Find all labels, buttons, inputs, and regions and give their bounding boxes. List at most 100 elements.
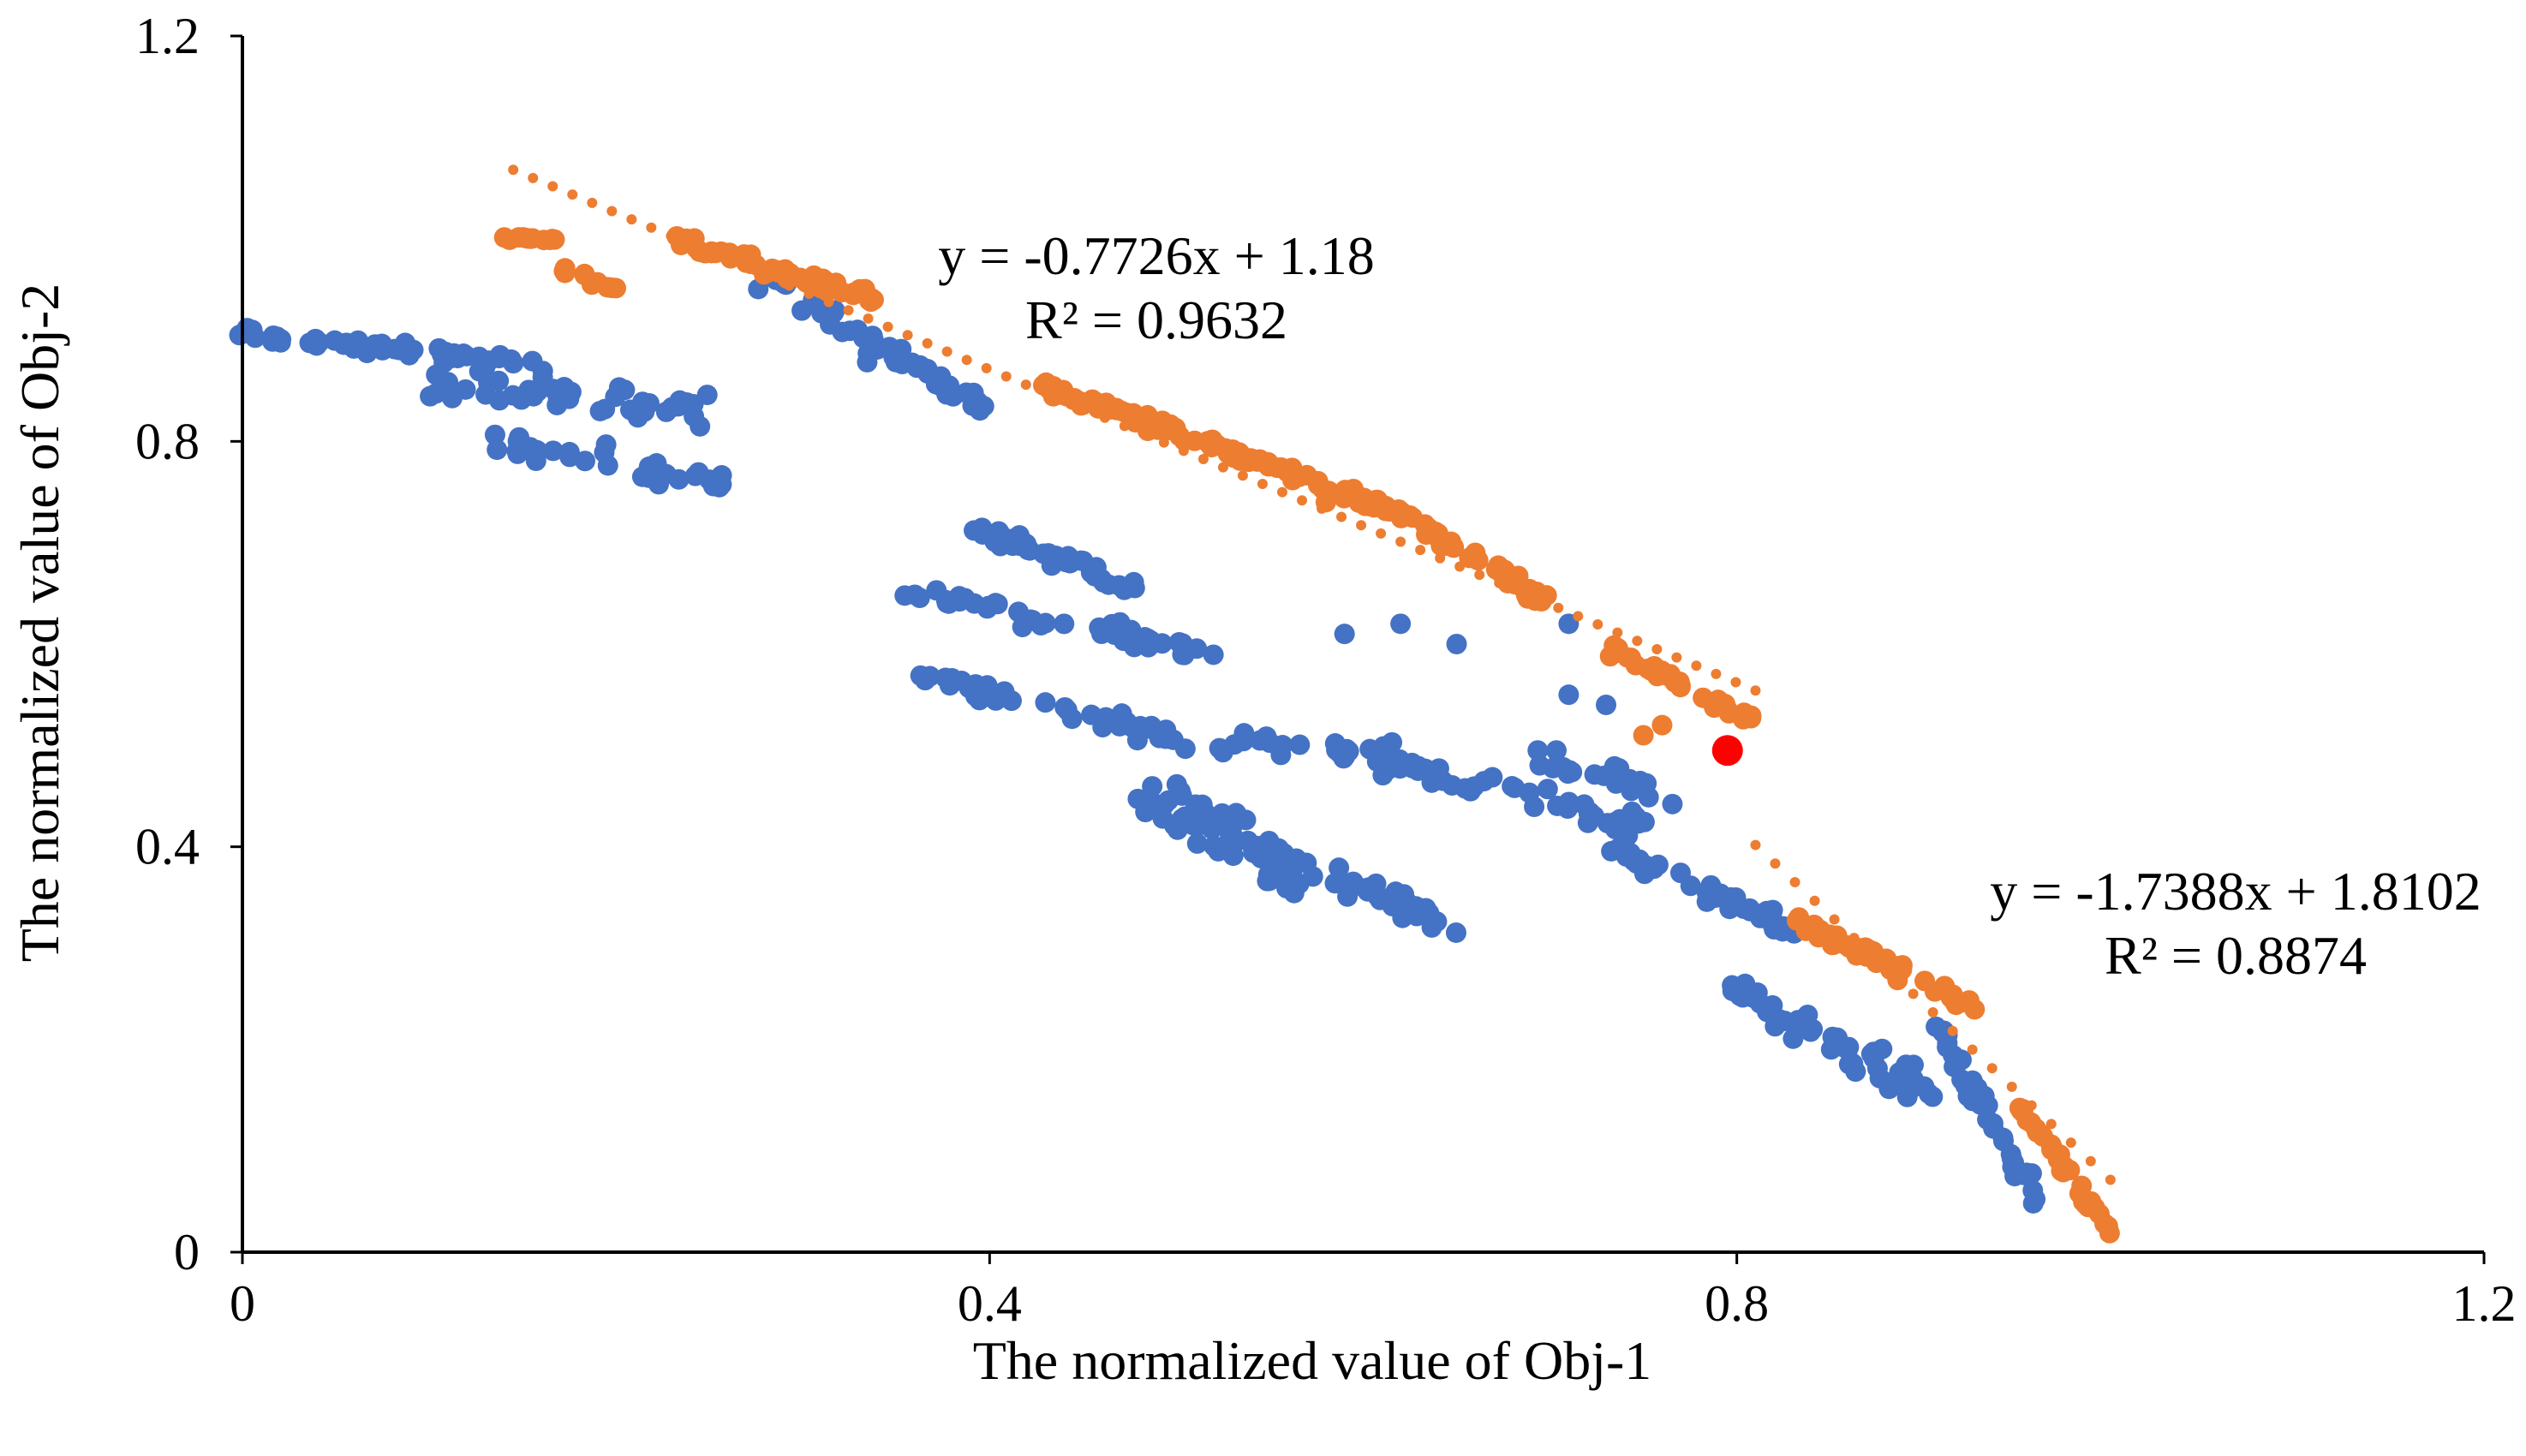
trendline-1-dot — [1533, 594, 1544, 606]
blue-point — [1392, 907, 1413, 928]
trendline-2-dot — [2026, 1100, 2037, 1111]
blue-point — [917, 363, 939, 385]
blue-point — [1545, 740, 1567, 761]
trendline-1-dot — [1632, 636, 1643, 647]
blue-point — [1863, 1041, 1884, 1063]
orange-point — [2025, 1118, 2046, 1139]
trendline-2-r2: R² = 0.8874 — [2105, 925, 2367, 986]
blue-point — [1574, 794, 1595, 815]
blue-point — [426, 383, 447, 404]
blue-point — [631, 466, 653, 487]
trendline-1-dot — [1573, 611, 1584, 622]
blue-point — [1391, 755, 1412, 777]
blue-point — [1194, 809, 1215, 830]
blue-point — [1174, 738, 1196, 760]
blue-point — [1216, 818, 1238, 839]
orange-point — [860, 291, 881, 313]
blue-point — [1329, 857, 1350, 879]
trendline-1-dot — [1553, 602, 1564, 613]
blue-point — [1055, 552, 1077, 573]
orange-point — [554, 258, 576, 279]
blue-point — [949, 591, 970, 612]
blue-point — [862, 325, 883, 347]
x-tick-label: 0 — [230, 1275, 255, 1332]
trendline-1-dot — [646, 222, 657, 233]
trendline-1-dot — [1317, 503, 1328, 514]
blue-point — [1992, 1127, 2014, 1149]
blue-point — [1174, 806, 1196, 827]
blue-point — [964, 520, 985, 541]
trendline-1-r2: R² = 0.9632 — [1025, 289, 1287, 350]
y-axis-label: The normalized value of Obj-2 — [9, 283, 70, 963]
y-tick-label: 1.2 — [135, 8, 200, 64]
blue-point — [395, 332, 416, 354]
trendline-1-dot — [941, 346, 952, 357]
trendline-1-dot — [863, 313, 874, 324]
blue-point — [1529, 755, 1550, 776]
orange-point — [1465, 542, 1486, 564]
blue-point — [1719, 898, 1741, 920]
trendlines — [508, 164, 2116, 1185]
blue-point — [1123, 571, 1144, 593]
orange-point — [2071, 1175, 2093, 1196]
orange-point — [1153, 412, 1174, 433]
blue-point — [1109, 612, 1131, 633]
trendline-2-dot — [2045, 1119, 2057, 1130]
blue-point — [1945, 1055, 1967, 1077]
blue-point — [1982, 1113, 2003, 1134]
blue-point — [1460, 780, 1481, 802]
trendline-1-dot — [1474, 570, 1485, 581]
blue-point — [1680, 875, 1701, 897]
blue-point — [543, 379, 564, 400]
trendline-1-dot — [1237, 470, 1248, 481]
trendline-2-dot — [1750, 839, 1761, 850]
blue-point — [2001, 1148, 2022, 1169]
trendline-1-dot — [882, 321, 893, 332]
orange-point — [710, 241, 732, 262]
orange-point — [2081, 1190, 2102, 1212]
orange-point — [1944, 988, 1965, 1010]
blue-point — [443, 343, 464, 364]
blue-point — [1629, 770, 1651, 791]
blue-point — [507, 443, 528, 464]
trendline-2-dot — [1986, 1063, 1998, 1074]
trendline-2-dot — [2065, 1137, 2076, 1149]
trendline-1-dot — [666, 230, 677, 242]
trendline-1-dot — [626, 214, 637, 225]
blue-point — [509, 427, 530, 448]
tick-labels: 0 0.4 0.8 1.2 0 0.4 0.8 1.2 — [135, 8, 2517, 1332]
trendline-1-dot — [1494, 577, 1505, 588]
blue-point — [984, 531, 1006, 552]
blue-point — [1445, 922, 1466, 943]
blue-point — [1093, 571, 1114, 593]
trendline-1-dot — [1730, 677, 1741, 688]
trendline-1-dot — [1197, 453, 1209, 464]
orange-point — [517, 228, 539, 249]
blue-point — [1038, 543, 1060, 564]
blue-point — [1869, 1067, 1890, 1089]
blue-point — [1056, 699, 1078, 720]
blue-point — [484, 424, 505, 445]
trendline-1-dot — [705, 247, 716, 258]
trendline-2-dot — [2085, 1155, 2096, 1167]
trendline-1-dot — [1336, 511, 1347, 522]
trendline-1-dot — [1592, 619, 1603, 630]
trendline-1-dot — [508, 164, 519, 176]
orange-point — [1206, 434, 1227, 456]
blue-point — [1415, 758, 1436, 779]
blue-point — [963, 382, 984, 403]
orange-point — [1711, 695, 1732, 716]
blue-point — [910, 665, 931, 686]
blue-point — [857, 351, 878, 373]
blue-point — [1035, 692, 1056, 713]
trendline-2-dot — [2105, 1174, 2116, 1185]
orange-point — [2051, 1161, 2072, 1182]
orange-point — [1289, 466, 1311, 487]
blue-point — [1504, 777, 1526, 798]
blue-point — [1366, 751, 1388, 773]
blue-point — [909, 588, 930, 609]
blue-point — [1302, 866, 1323, 887]
trendline-1-dot — [1711, 668, 1722, 679]
blue-point — [526, 439, 547, 461]
orange-point — [533, 230, 554, 251]
